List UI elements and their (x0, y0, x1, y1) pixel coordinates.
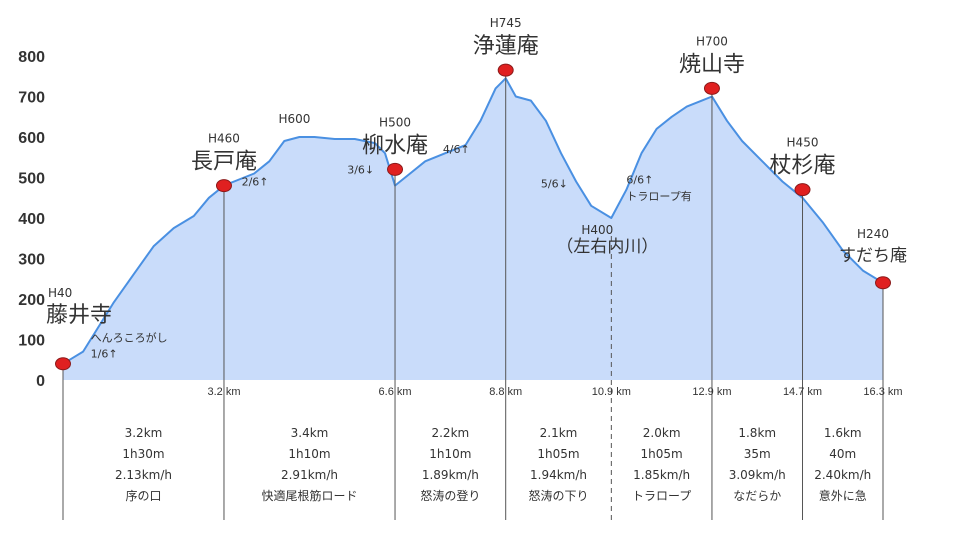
waypoint-name: すだち庵 (839, 246, 907, 266)
segment-stat: 怒涛の下り (529, 488, 589, 503)
annotation-a3: 2/6↑ (242, 176, 269, 189)
segment-stat: トラロープ (632, 489, 691, 503)
segment-stat: 3.09km/h (729, 468, 786, 482)
x-tick-label: 14.7 km (783, 386, 822, 398)
y-axis: 0 100 200 300 400 500 600 700 800 (18, 49, 45, 390)
segment-stat: 意外に急 (819, 488, 867, 503)
segment-stat: 1.6km (824, 426, 862, 440)
x-tick-label: 10.9 km (592, 386, 631, 398)
x-tick-label: 16.3 km (863, 386, 902, 398)
annotation-a4: 3/6↓ (347, 163, 374, 176)
annotation-a2: 1/6↑ (91, 348, 118, 361)
y-tick-label: 100 (18, 333, 45, 350)
waypoint-elevation: H700 (696, 34, 728, 48)
segment-stat: 3.2km (125, 426, 163, 440)
segment-stat: 1h05m (537, 447, 579, 461)
waypoint-elevation: H500 (379, 115, 411, 129)
y-tick-label: 0 (36, 373, 45, 390)
segment-stat: 3.4km (291, 426, 329, 440)
segment-stat: 快適尾根筋ロード (261, 488, 357, 503)
segment-stat: なだらか (733, 489, 781, 503)
segment-stat: 1h05m (641, 447, 683, 461)
y-tick-label: 500 (18, 171, 45, 188)
waypoint-marker (794, 183, 811, 197)
segment-stat: 2.2km (431, 426, 469, 440)
waypoint-name: 杖杉庵 (770, 154, 836, 179)
waypoint-labels: H40 藤井寺 3.2 km H460 長戸庵 6.6 km H500 柳水庵 8.8 km H7… (46, 16, 907, 398)
annotation-a8: トラロープ有 (626, 189, 691, 203)
y-tick-label: 800 (18, 49, 45, 66)
segment-stat: 2.0km (643, 426, 681, 440)
waypoint-elevation: H240 (857, 227, 889, 241)
waypoint-name: 焼山寺 (679, 52, 745, 77)
x-tick-label: 12.9 km (692, 386, 731, 398)
y-tick-label: 300 (18, 252, 45, 269)
annotation-a5: 4/6↑ (443, 143, 470, 156)
y-tick-label: 400 (18, 211, 45, 228)
segment-stat: 怒涛の登り (420, 488, 480, 503)
segment-stat: 1.94km/h (530, 468, 587, 482)
elevation-fill (63, 78, 883, 381)
waypoint-elevation: H450 (787, 136, 819, 150)
segment-stat: 35m (744, 447, 771, 461)
segment-stat: 1.85km/h (633, 468, 690, 482)
y-tick-label: 600 (18, 130, 45, 147)
elevation-line (62, 77, 884, 365)
waypoint-name: 柳水庵 (362, 133, 428, 158)
waypoint-marker (703, 81, 720, 95)
waypoint-marker (497, 63, 514, 77)
segment-stat: 1h30m (122, 447, 164, 461)
y-tick-label: 200 (18, 292, 45, 309)
x-tick-label: 3.2 km (207, 386, 240, 398)
river-elevation: H400 (581, 223, 613, 237)
x-tick-label: 6.6 km (379, 386, 412, 398)
y-tick-label: 700 (18, 90, 45, 107)
waypoint-marker (215, 179, 232, 193)
waypoint-name: 藤井寺 (46, 303, 112, 328)
segment-stat: 2.1km (540, 426, 578, 440)
annotation-a6: 5/6↓ (541, 178, 568, 191)
annotation-a7: 6/6↑ (626, 174, 653, 187)
segment-stat: 1.89km/h (422, 468, 479, 482)
elevation-area (62, 77, 884, 381)
segment-stat: 2.40km/h (814, 468, 871, 482)
waypoint-lines (62, 70, 884, 520)
waypoint-elevation: H745 (490, 16, 522, 30)
x-tick-label: 8.8 km (489, 386, 522, 398)
segment-stat: 1.8km (738, 426, 776, 440)
segment-stat: 1h10m (288, 447, 330, 461)
waypoint-markers (55, 63, 891, 371)
waypoint-elevation: H40 (48, 286, 72, 300)
waypoint-elevation: H460 (208, 132, 240, 146)
waypoint-marker (387, 162, 404, 176)
segment-stat: 40m (829, 447, 856, 461)
peak-elevation: H600 (278, 112, 310, 126)
waypoint-marker (55, 357, 71, 371)
waypoint-name: 浄蓮庵 (473, 34, 539, 59)
segment-stat: 2.13km/h (115, 468, 172, 482)
waypoint-marker (875, 276, 891, 290)
segment-stat: 2.91km/h (281, 468, 338, 482)
waypoint-name: 長戸庵 (191, 150, 257, 175)
segment-stats: 3.2km 1h30m 2.13km/h 序の口 3.4km 1h10m 2.91km/h 快… (115, 426, 871, 503)
river-name: （左右内川） (556, 237, 658, 257)
annotation-a1: へんろころがし (91, 331, 168, 345)
segment-stat: 序の口 (125, 488, 161, 503)
segment-stat: 1h10m (429, 447, 471, 461)
